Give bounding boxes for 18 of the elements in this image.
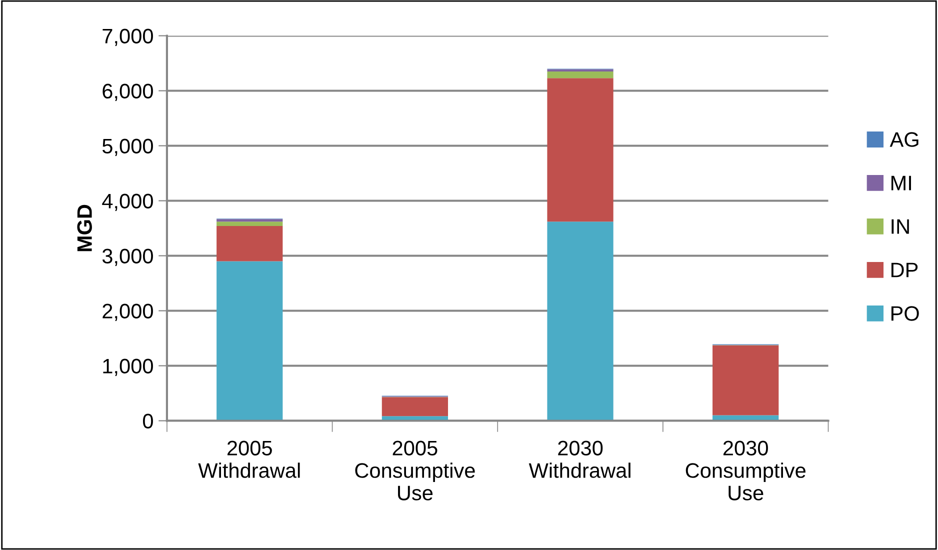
- y-tick-label: 1,000: [103, 358, 153, 376]
- legend-label: AG: [890, 132, 918, 147]
- legend-label: DP: [891, 262, 918, 278]
- legend-label: MI: [891, 176, 911, 190]
- y-tick-label: 7,000: [102, 28, 153, 46]
- x-tick-label: 2030 Consumptive Use: [686, 440, 806, 500]
- y-tick-label: 6,000: [102, 84, 153, 101]
- x-tick-label: 2030 Withdrawal: [528, 440, 630, 478]
- y-tick-label: 4,000: [102, 194, 153, 211]
- y-axis-title: MGD: [77, 204, 92, 252]
- x-tick-label: 2005 Consumptive Use: [355, 440, 475, 500]
- x-tick-label: 2005 Withdrawal: [198, 440, 300, 478]
- y-tick-label: 2,000: [102, 304, 153, 321]
- y-tick-label: 5,000: [102, 138, 153, 156]
- y-tick-label: 0: [143, 414, 153, 429]
- legend-label: IN: [892, 219, 909, 234]
- y-tick-label: 3,000: [102, 248, 153, 266]
- legend-label: PO: [891, 306, 919, 321]
